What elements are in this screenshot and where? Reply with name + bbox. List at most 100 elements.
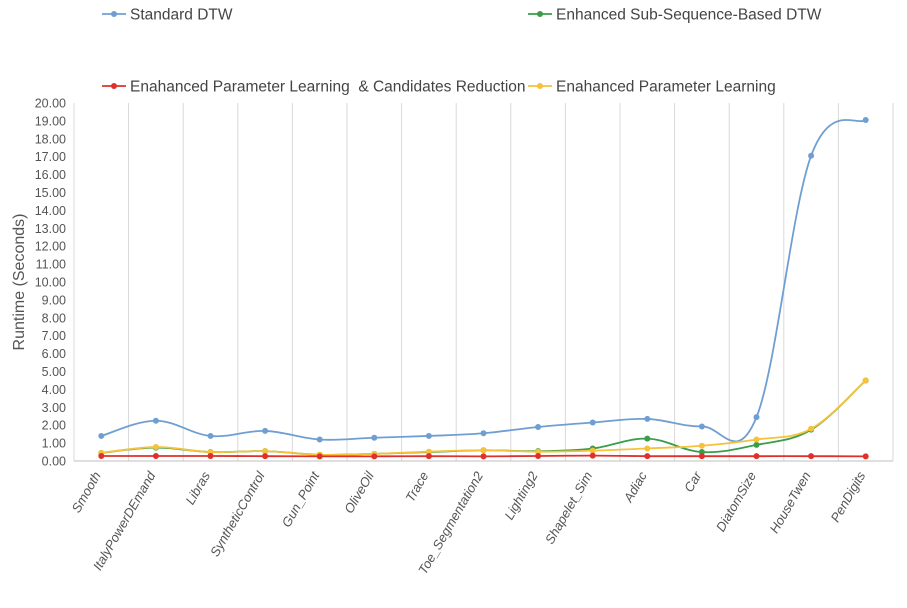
series-enahanced-parameter-learning-candidates-reduction [98, 452, 869, 460]
data-point [644, 435, 651, 442]
data-point [371, 434, 378, 441]
y-axis-title: Runtime (Seconds) [11, 214, 28, 351]
data-point [862, 453, 869, 460]
data-point [589, 419, 596, 426]
data-point [480, 453, 487, 460]
legend-item: Enahanced Parameter Learning & Candidate… [102, 79, 526, 96]
x-tick-label: DiatomSize [713, 469, 759, 534]
data-point [98, 432, 105, 439]
series-line [101, 119, 867, 443]
data-point [698, 442, 705, 449]
y-tick-label: 10.00 [35, 276, 66, 290]
legend-label: Enhanced Sub-Sequence-Based DTW [556, 7, 822, 24]
data-point [808, 425, 815, 432]
data-point [862, 117, 869, 124]
x-tick-label: PenDigits [827, 469, 868, 525]
x-tick-label: ItalyPowerDEmand [90, 468, 159, 573]
data-point [753, 453, 760, 460]
legend: Standard DTW Enhanced Sub-Sequence-Based … [102, 7, 822, 96]
y-tick-label: 13.00 [35, 222, 66, 236]
series-line [101, 379, 867, 456]
data-point [808, 453, 815, 460]
data-point [425, 448, 432, 455]
x-tick-label: Car [681, 468, 705, 494]
x-tick-label: Lighting2 [501, 468, 541, 522]
data-point [480, 430, 487, 437]
y-tick-label: 9.00 [42, 293, 66, 307]
series-standard-dtw [98, 117, 869, 443]
x-tick-label: Shapelet_Sim [542, 469, 596, 547]
x-tick-label: Gun_Point [279, 468, 323, 530]
legend-label: Enahanced Parameter Learning [556, 79, 776, 96]
x-tick-label: HouseTwen [767, 469, 814, 536]
data-point [152, 452, 159, 459]
data-point [698, 453, 705, 460]
y-tick-label: 19.00 [35, 114, 66, 128]
series [98, 117, 869, 460]
data-point [589, 452, 596, 459]
data-point [262, 453, 269, 460]
data-point [698, 423, 705, 430]
axes: 0.00 1.00 2.00 3.00 4.00 5.00 6.00 7.00 8.00 9.00… [35, 97, 893, 577]
data-point [698, 449, 705, 456]
y-tick-label: 6.00 [42, 347, 66, 361]
y-tick-label: 2.00 [42, 419, 66, 433]
x-tick-label: OliveOil [341, 468, 377, 516]
legend-item: Enahanced Parameter Learning [528, 79, 776, 96]
y-tick-label: 18.00 [35, 132, 66, 146]
series-line [101, 379, 867, 456]
legend-label: Standard DTW [130, 7, 233, 24]
legend-label: Enahanced Parameter Learning & Candidate… [130, 79, 526, 96]
data-point [644, 445, 651, 452]
y-tick-label: 0.00 [42, 455, 66, 469]
legend-marker [537, 83, 543, 89]
data-point [862, 377, 869, 384]
legend-item: Standard DTW [102, 7, 233, 24]
y-tick-label: 11.00 [36, 258, 66, 272]
data-point [753, 436, 760, 443]
y-tick-label: 8.00 [42, 311, 66, 325]
x-tick-label: SyntheticControl [207, 468, 268, 559]
data-point [316, 453, 323, 460]
y-tick-label: 20.00 [35, 97, 66, 111]
y-tick-label: 4.00 [42, 383, 66, 397]
data-point [98, 452, 105, 459]
y-tick-label: 14.00 [35, 204, 66, 218]
data-point [425, 453, 432, 460]
data-point [644, 415, 651, 422]
y-tick-label: 12.00 [35, 240, 66, 254]
y-tick-label: 1.00 [42, 437, 66, 451]
data-point [753, 441, 760, 448]
data-point [262, 427, 269, 434]
legend-item: Enhanced Sub-Sequence-Based DTW [528, 7, 822, 24]
data-point [425, 432, 432, 439]
grid [73, 103, 894, 461]
data-point [808, 152, 815, 159]
data-point [152, 417, 159, 424]
data-point [371, 453, 378, 460]
series-enhanced-sub-sequence-based-dtw [98, 377, 869, 458]
data-point [152, 444, 159, 451]
y-tick-label: 17.00 [35, 150, 66, 164]
y-tick-label: 15.00 [35, 186, 66, 200]
data-point [535, 452, 542, 459]
x-tick-label: Smooth [69, 469, 104, 515]
y-tick-label: 16.00 [35, 168, 66, 182]
data-point [262, 448, 269, 455]
y-tick-label: 5.00 [42, 365, 66, 379]
data-point [207, 452, 214, 459]
data-point [644, 453, 651, 460]
data-point [589, 447, 596, 454]
data-point [535, 423, 542, 430]
x-tick-label: Adiac [620, 469, 650, 506]
legend-marker [111, 11, 117, 17]
data-point [535, 448, 542, 455]
data-point [207, 432, 214, 439]
data-point [480, 447, 487, 454]
data-point [316, 436, 323, 443]
legend-marker [111, 83, 117, 89]
y-tick-label: 7.00 [42, 329, 66, 343]
x-tick-label: Libras [182, 469, 213, 508]
